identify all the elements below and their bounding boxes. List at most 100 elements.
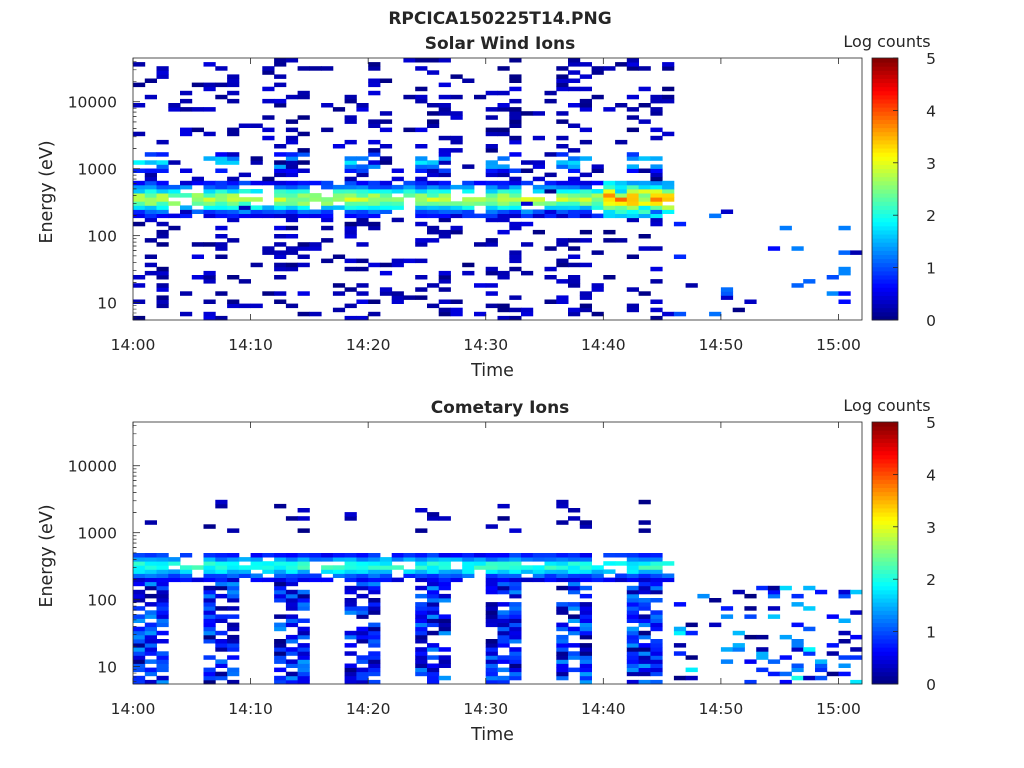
heatmap-cell [485, 606, 498, 611]
heatmap-cell [626, 307, 639, 313]
heatmap-cell [368, 221, 381, 227]
heatmap-cell [403, 258, 416, 264]
heatmap-cell [156, 74, 169, 79]
heatmap-cell [427, 70, 440, 75]
heatmap-cell [344, 573, 357, 578]
heatmap-cell [638, 618, 651, 623]
heatmap-cell [485, 667, 498, 673]
heatmap-cell [427, 184, 440, 190]
heatmap-cell [309, 197, 322, 202]
heatmap-cell [579, 602, 592, 607]
heatmap-cell [497, 193, 510, 198]
heatmap-cell [309, 209, 322, 214]
colorbar-swatch [872, 507, 898, 513]
heatmap-cell [368, 213, 381, 219]
heatmap-cell [638, 201, 651, 206]
heatmap-cell [415, 647, 428, 652]
heatmap-cell [415, 221, 428, 227]
heatmap-cell [415, 144, 428, 149]
heatmap-cell [638, 663, 651, 668]
heatmap-cell [509, 577, 522, 583]
heatmap-cell [203, 82, 216, 88]
heatmap-cell [297, 205, 310, 210]
heatmap-cell [438, 573, 451, 578]
heatmap-cell [238, 172, 251, 178]
heatmap-cell [485, 671, 498, 677]
heatmap-cell [203, 618, 216, 623]
heatmap-cell [650, 667, 663, 673]
heatmap-cell [144, 679, 157, 685]
heatmap-cell [568, 585, 581, 591]
heatmap-cell [485, 675, 498, 681]
heatmap-cell [568, 209, 581, 214]
heatmap-cell [203, 156, 216, 161]
heatmap-cell [250, 553, 263, 558]
heatmap-cell [532, 213, 545, 219]
colorbar-swatch [872, 258, 898, 264]
heatmap-cell [297, 618, 310, 623]
heatmap-cell [180, 209, 193, 214]
heatmap-cell [756, 667, 769, 673]
colorbar-swatch [872, 193, 898, 198]
heatmap-cell [227, 565, 240, 570]
heatmap-cell [626, 209, 639, 214]
heatmap-cell [756, 651, 769, 656]
colorbar-tick-label: 1 [926, 260, 936, 278]
heatmap-cell [356, 679, 369, 685]
heatmap-cell [215, 156, 228, 161]
heatmap-cell [215, 606, 228, 611]
heatmap-cell [568, 58, 581, 63]
heatmap-cell [509, 663, 522, 668]
heatmap-cell [262, 565, 275, 570]
heatmap-cell [156, 598, 169, 603]
heatmap-cell [544, 209, 557, 214]
heatmap-cell [191, 82, 204, 88]
heatmap-cell [144, 254, 157, 259]
heatmap-cell [427, 593, 440, 599]
heatmap-cell [227, 655, 240, 660]
heatmap-cell [344, 164, 357, 169]
heatmap-cell [650, 193, 663, 198]
heatmap-cell [133, 213, 146, 219]
heatmap-cell [368, 671, 381, 677]
x-tick-label: 14:10 [228, 336, 273, 354]
heatmap-cell [532, 209, 545, 214]
heatmap-cell [485, 557, 498, 562]
heatmap-cell [368, 311, 381, 317]
y-tick-label: 10 [97, 295, 117, 313]
colorbar-swatch [872, 229, 898, 235]
heatmap-cell [485, 553, 498, 558]
heatmap-cell [638, 622, 651, 628]
heatmap-cell [344, 303, 357, 309]
heatmap-cell [368, 585, 381, 591]
heatmap-cell [485, 148, 498, 153]
heatmap-cell [191, 254, 204, 259]
heatmap-cell [579, 593, 592, 599]
heatmap-cell [485, 569, 498, 574]
heatmap-cell [133, 598, 146, 603]
heatmap-cell [509, 184, 522, 190]
heatmap-cell [203, 193, 216, 198]
heatmap-cell [356, 675, 369, 681]
heatmap-cell [744, 659, 757, 664]
heatmap-cell [415, 86, 428, 92]
colorbar-swatch [872, 422, 898, 427]
heatmap-cell [462, 561, 475, 566]
heatmap-cell [415, 614, 428, 619]
heatmap-cell [509, 221, 522, 227]
heatmap-cell [274, 679, 287, 685]
heatmap-cell [144, 614, 157, 619]
heatmap-cell [356, 103, 369, 108]
heatmap-cell [485, 168, 498, 173]
heatmap-cell [180, 98, 193, 104]
heatmap-cell [227, 593, 240, 599]
heatmap-cell [497, 585, 510, 591]
heatmap-cell [203, 205, 216, 210]
heatmap-cell [497, 172, 510, 178]
heatmap-cell [603, 193, 616, 198]
heatmap-cell [274, 172, 287, 178]
heatmap-cell [274, 647, 287, 652]
heatmap-cell [227, 201, 240, 206]
heatmap-cell [356, 283, 369, 288]
heatmap-cell [227, 176, 240, 182]
